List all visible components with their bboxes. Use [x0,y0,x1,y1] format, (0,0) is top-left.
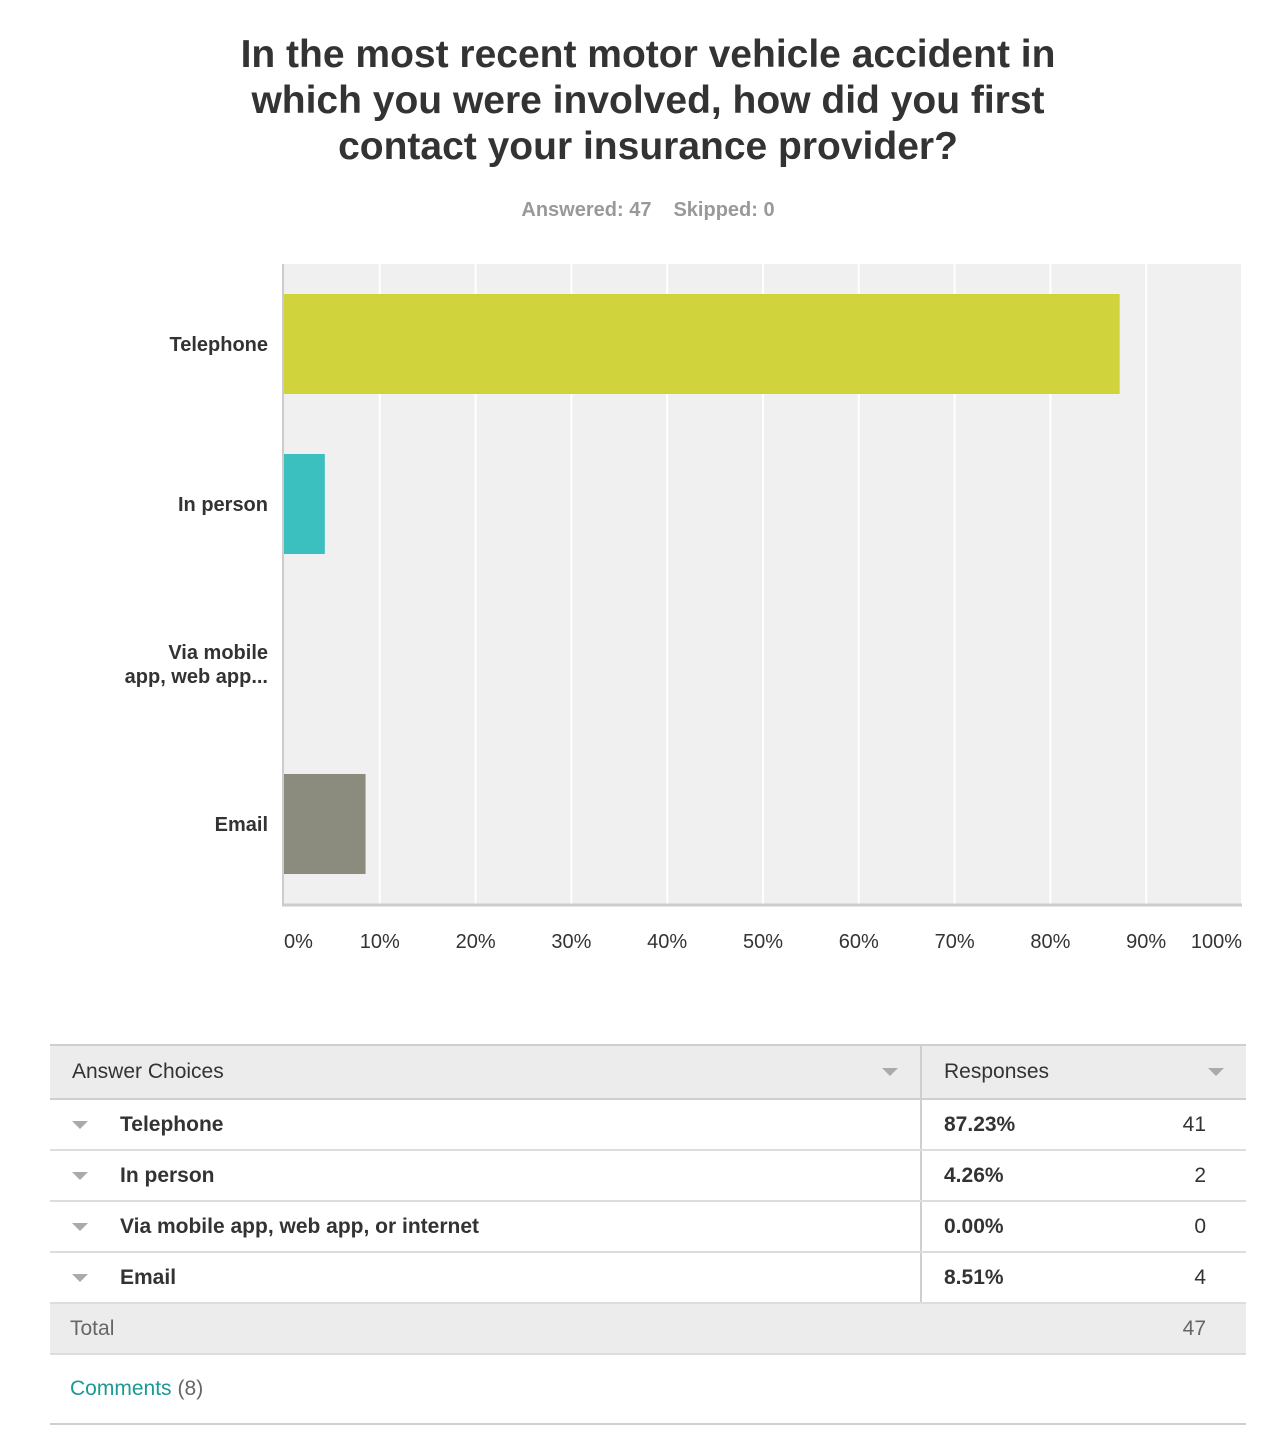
response-count: 2 [1144,1150,1246,1202]
bar-4 [284,774,366,874]
answer-choice-label: Email [120,1265,177,1289]
x-tick-label: 100% [1191,931,1242,953]
answer-choice-label: Via mobile app, web app, or internet [120,1214,480,1238]
y-tick-label: Telephone [169,334,268,356]
skipped-count: Skipped: 0 [673,199,775,221]
comments-link[interactable]: Comments [70,1377,172,1400]
y-tick-label: In person [178,494,268,516]
x-tick-label: 30% [551,931,591,953]
y-tick-label-line: Email [215,814,268,836]
table-row: In person 4.26% 2 [50,1150,1246,1202]
answer-choices-header-label: Answer Choices [72,1060,224,1083]
total-spacer [921,1303,1144,1355]
total-row: Total 47 [50,1303,1246,1355]
response-percent: 87.23% [921,1099,1144,1151]
table-row: Via mobile app, web app, or internet 0.0… [50,1201,1246,1253]
response-count: 41 [1144,1099,1246,1151]
comments-count: (8) [177,1377,204,1400]
table-row: Email 8.51% 4 [50,1252,1246,1304]
expand-caret-icon[interactable] [72,1120,88,1129]
y-tick-label-line: app, web app... [125,666,268,688]
x-tick-label: 40% [647,931,687,953]
y-tick-label-line: Via mobile [168,642,268,664]
responses-header-label: Responses [944,1060,1050,1083]
sort-caret-icon[interactable] [1208,1068,1224,1076]
response-count: 0 [1144,1201,1246,1253]
answer-choice-cell: Email [50,1252,922,1304]
y-tick-label-line: In person [178,494,268,516]
x-tick-label: 0% [284,931,313,953]
responses-table-container: Answer Choices Responses Telephon [50,1044,1246,1425]
response-percent: 4.26% [921,1150,1144,1202]
comments-section: Comments (8) [50,1355,1246,1425]
y-tick-label: Email [215,814,268,836]
total-label: Total [50,1303,921,1355]
answer-choice-cell: Via mobile app, web app, or internet [50,1201,922,1253]
answer-choice-cell: In person [50,1150,922,1202]
x-tick-label: 80% [1030,931,1070,953]
x-tick-label: 10% [360,931,400,953]
answer-choice-label: In person [120,1163,215,1187]
x-tick-label: 90% [1126,931,1166,953]
response-count: 4 [1144,1252,1246,1304]
y-tick-label-line: Telephone [169,334,268,356]
expand-caret-icon[interactable] [72,1171,88,1180]
bar-chart: Telephone In person Via mobile app, web app… [125,264,1243,953]
y-tick-label: Via mobile app, web app... [125,642,268,688]
responses-table: Answer Choices Responses Telephon [50,1044,1246,1355]
answer-choices-header[interactable]: Answer Choices [50,1044,922,1100]
expand-caret-icon[interactable] [72,1273,88,1282]
answer-choice-label: Telephone [120,1112,224,1136]
x-tick-label: 20% [456,931,496,953]
question-title: In the most recent motor vehicle acciden… [240,33,1056,168]
bar-1 [284,294,1120,394]
expand-caret-icon[interactable] [72,1222,88,1231]
answered-count: Answered: 47 [521,199,652,221]
response-percent: 8.51% [921,1252,1144,1304]
sort-caret-icon[interactable] [882,1068,898,1076]
responses-header[interactable]: Responses [921,1044,1246,1100]
table-row: Telephone 87.23% 41 [50,1099,1246,1151]
bar-2 [284,454,325,554]
table-header-row: Answer Choices Responses [50,1044,1246,1100]
answer-choice-cell: Telephone [50,1099,922,1151]
response-stats: Answered: 47 Skipped: 0 [0,199,1288,222]
response-percent: 0.00% [921,1201,1144,1253]
total-count: 47 [1144,1303,1246,1355]
x-tick-label: 70% [935,931,975,953]
x-tick-label: 60% [839,931,879,953]
x-tick-label: 50% [743,931,783,953]
